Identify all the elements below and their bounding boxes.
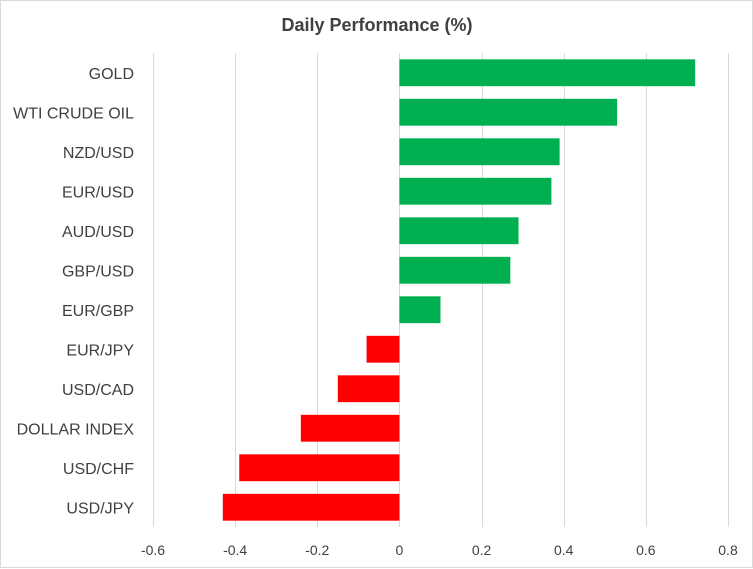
x-axis-tick-labels: -0.6 -0.4 -0.2 0 0.2 0.4 0.6 0.8 (141, 542, 738, 558)
bar-eur-gbp (399, 296, 441, 324)
category-label-usd-jpy: USD/JPY (66, 500, 134, 517)
bar-gold (399, 59, 696, 87)
category-label-eur-usd: EUR/USD (62, 184, 134, 201)
category-label-gold: GOLD (89, 66, 134, 83)
category-label-nzd-usd: NZD/USD (63, 145, 134, 162)
x-tick-label-1: -0.4 (223, 542, 247, 558)
category-label-usd-chf: USD/CHF (63, 461, 134, 478)
bar-dollar-index (300, 414, 400, 442)
bar-usd-cad (337, 375, 400, 403)
chart-title: Daily Performance (%) (281, 15, 472, 35)
bar-usd-jpy (222, 493, 400, 521)
category-label-eur-jpy: EUR/JPY (66, 342, 134, 359)
x-tick-label-0: -0.6 (141, 542, 165, 558)
category-label-wti-crude-oil: WTI CRUDE OIL (13, 105, 134, 122)
category-label-usd-cad: USD/CAD (62, 382, 134, 399)
x-tick-label-5: 0.4 (554, 542, 574, 558)
x-tick-label-2: -0.2 (305, 542, 329, 558)
category-labels: GOLD WTI CRUDE OIL NZD/USD EUR/USD AUD/USD GB… (13, 66, 134, 518)
bar-gbp-usd (399, 256, 511, 284)
category-label-dollar-index: DOLLAR INDEX (17, 421, 135, 438)
x-tick-label-3: 0 (396, 542, 404, 558)
x-tick-label-4: 0.2 (472, 542, 492, 558)
category-label-gbp-usd: GBP/USD (62, 263, 134, 280)
x-tick-label-6: 0.6 (636, 542, 656, 558)
bars (222, 59, 696, 521)
category-label-eur-gbp: EUR/GBP (62, 303, 134, 320)
bar-usd-chf (239, 454, 400, 482)
bar-nzd-usd (399, 138, 560, 166)
bar-wti-crude-oil (399, 98, 618, 126)
bar-eur-usd (399, 177, 552, 205)
bar-aud-usd (399, 217, 519, 245)
bar-eur-jpy (366, 335, 400, 363)
category-label-aud-usd: AUD/USD (62, 224, 134, 241)
gridlines (153, 53, 729, 527)
x-tick-label-7: 0.8 (718, 542, 738, 558)
